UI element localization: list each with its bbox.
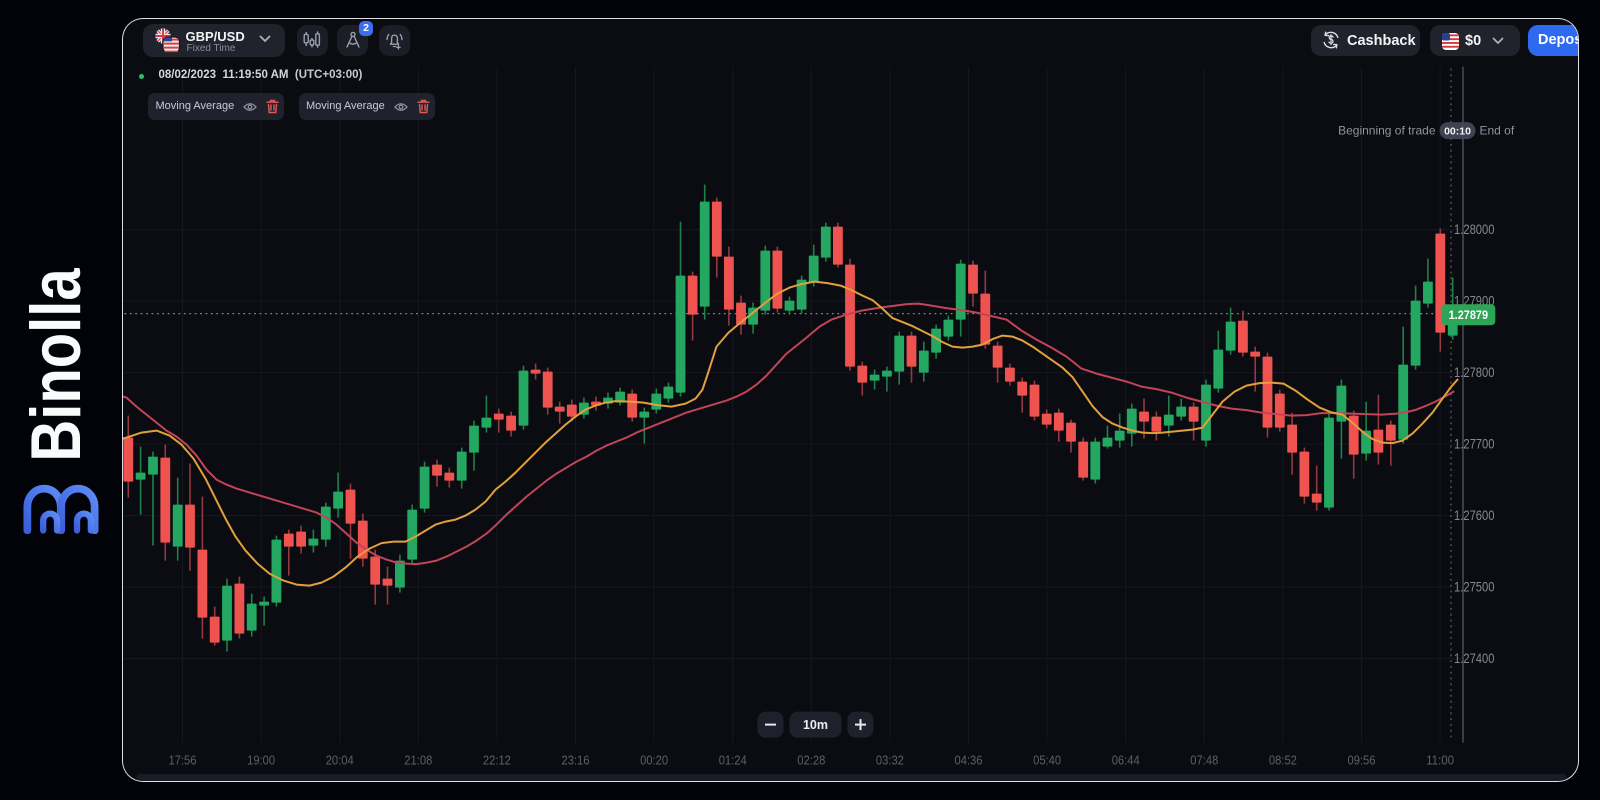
svg-text:1.27500: 1.27500 <box>1454 580 1495 595</box>
svg-text:Beginning of trade: Beginning of trade <box>1338 124 1436 138</box>
svg-text:1.27879: 1.27879 <box>1448 309 1488 323</box>
svg-text:17:56: 17:56 <box>168 753 196 768</box>
svg-text:22:12: 22:12 <box>482 753 510 768</box>
svg-text:19:00: 19:00 <box>247 753 275 768</box>
svg-text:End of: End of <box>1479 124 1514 138</box>
svg-text:11:00: 11:00 <box>1426 753 1454 768</box>
svg-text:06:44: 06:44 <box>1111 753 1139 768</box>
svg-text:1.27700: 1.27700 <box>1454 437 1495 452</box>
svg-text:02:28: 02:28 <box>797 753 825 768</box>
svg-text:1.27800: 1.27800 <box>1454 365 1495 380</box>
svg-text:09:56: 09:56 <box>1347 753 1375 768</box>
svg-text:00:20: 00:20 <box>640 753 668 768</box>
svg-text:00:10: 00:10 <box>1444 126 1471 138</box>
svg-text:23:16: 23:16 <box>561 753 589 768</box>
svg-text:21:08: 21:08 <box>404 753 432 768</box>
svg-text:01:24: 01:24 <box>718 753 746 768</box>
svg-text:1.28000: 1.28000 <box>1454 222 1495 237</box>
svg-text:1.27600: 1.27600 <box>1454 508 1495 523</box>
svg-text:1.27400: 1.27400 <box>1454 651 1495 666</box>
svg-text:08:52: 08:52 <box>1268 753 1296 768</box>
svg-text:03:32: 03:32 <box>875 753 903 768</box>
svg-text:07:48: 07:48 <box>1190 753 1218 768</box>
svg-text:10m: 10m <box>802 718 827 732</box>
svg-text:05:40: 05:40 <box>1033 753 1061 768</box>
svg-text:20:04: 20:04 <box>325 753 353 768</box>
svg-text:04:36: 04:36 <box>954 753 982 768</box>
